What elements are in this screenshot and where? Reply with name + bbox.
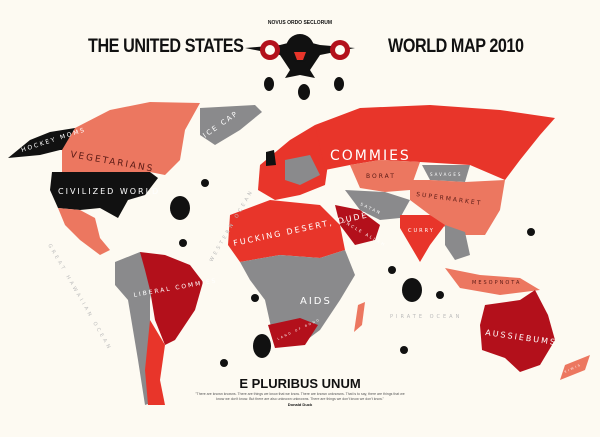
region-middle-east [345, 190, 410, 220]
quote: "There are known knowns. There are thing… [195, 392, 405, 401]
region-arabia [335, 205, 380, 245]
bug-icon [251, 294, 259, 302]
motto: E PLURIBUS UNUM [239, 376, 361, 391]
region-mongolia [422, 165, 470, 182]
eagle-emblem-icon: NOVUS ORDO SECLORUM [245, 20, 355, 100]
region-canada [62, 102, 200, 175]
region-south-africa [268, 318, 318, 348]
bug-icon [527, 228, 535, 236]
egg-icon [402, 278, 422, 302]
region-china [410, 180, 505, 235]
region-greenland [200, 105, 262, 145]
label-pacific-ocean: GREAT HAWAIIAN OCEAN [46, 243, 113, 352]
title-right: WORLD MAP 2010 [388, 36, 524, 57]
region-brazil [140, 252, 203, 345]
region-central-asia [350, 160, 420, 192]
egg-icon [253, 334, 271, 358]
region-argentina [145, 320, 165, 405]
region-europe-central [285, 155, 320, 185]
region-russia [315, 105, 555, 180]
footer: E PLURIBUS UNUM "There are known knowns.… [0, 376, 600, 407]
region-alaska [8, 128, 78, 158]
label-central-asia: BORAT [366, 173, 396, 180]
label-new-zealand: KIWIS [564, 362, 583, 373]
region-new-zealand [560, 355, 590, 380]
bug-icon [388, 266, 396, 274]
bug-icon [179, 239, 187, 247]
region-madagascar [354, 302, 365, 332]
bug-icon [400, 346, 408, 354]
region-uk [266, 150, 276, 166]
region-southeast-asia [445, 225, 470, 260]
label-indian-ocean: PIRATE OCEAN [390, 314, 462, 320]
label-russia: COMMIES [330, 148, 411, 164]
egg-icon [170, 196, 190, 220]
label-africa: AIDS [300, 296, 332, 307]
quote-author: Donald Duck [287, 402, 313, 407]
region-mexico [58, 208, 110, 255]
bug-icon [220, 359, 228, 367]
bug-icon [201, 179, 209, 187]
label-usa: CIVILIZED WORLD [58, 187, 160, 196]
region-central-africa [240, 250, 355, 345]
bug-icon [436, 291, 444, 299]
region-usa [50, 172, 158, 218]
title-left: THE UNITED STATES [88, 36, 244, 57]
label-mongolia: SAVAGES [430, 172, 462, 177]
region-india [400, 215, 445, 262]
region-indonesia [445, 268, 540, 295]
decorations [170, 179, 535, 367]
label-indonesia: MESOPNOTA [472, 280, 521, 286]
emblem-text: NOVUS ORDO SECLORUM [268, 20, 332, 26]
region-north-africa [228, 200, 345, 262]
label-india: CURRY [408, 228, 435, 234]
region-australia [480, 290, 555, 372]
